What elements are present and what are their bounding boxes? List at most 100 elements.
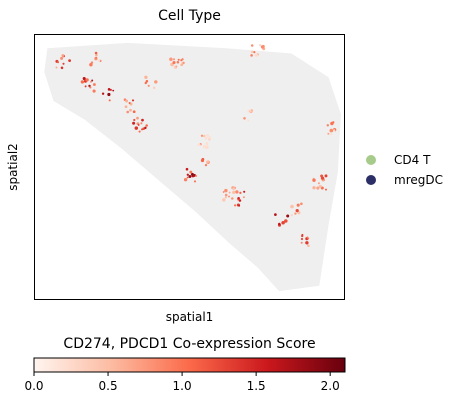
scatter-point [190, 172, 194, 176]
scatter-point [329, 128, 334, 133]
scatter-point [295, 208, 299, 213]
scatter-point [82, 76, 86, 81]
scatter-point [129, 108, 132, 112]
scatter-point [193, 180, 197, 183]
scatter-point [169, 57, 173, 62]
scatter-point [250, 54, 253, 57]
scatter-point [290, 204, 294, 209]
scatter-point [320, 174, 324, 178]
scatter-point [131, 99, 135, 102]
legend: CD4 T mregDC [366, 150, 443, 190]
scatter-point [318, 184, 322, 188]
scatter-point [237, 196, 240, 200]
colorbar-tick-label: 0.5 [99, 379, 118, 393]
scatter-point [296, 203, 300, 207]
scatter-point [238, 199, 242, 202]
scatter-point [274, 213, 277, 216]
scatter-point [327, 132, 330, 135]
scatter-point [312, 178, 316, 182]
scatter-point [177, 58, 180, 61]
scatter-point [286, 214, 290, 218]
scatter-point [186, 173, 189, 176]
scatter-point [95, 53, 98, 57]
scatter-point [141, 118, 144, 122]
scatter-point [147, 84, 150, 87]
legend-label-mregdc: mregDC [394, 173, 443, 187]
scatter-point [232, 187, 236, 191]
legend-item-cd4t: CD4 T [366, 150, 443, 170]
scatter-point [152, 86, 156, 90]
scatter-point [228, 191, 231, 194]
scatter-point [247, 109, 251, 113]
scatter-point [200, 134, 204, 137]
scatter-point [181, 58, 184, 61]
scatter-point [124, 105, 128, 109]
scatter-point [98, 59, 101, 62]
scatter-point [108, 99, 111, 102]
scatter-point [172, 58, 176, 61]
scatter-point [222, 191, 225, 193]
legend-label-cd4t: CD4 T [394, 153, 431, 167]
scatter-point [305, 241, 309, 245]
scatter-point [300, 241, 303, 244]
scatter-point [94, 56, 98, 60]
scatter-point [145, 124, 148, 127]
scatter-point [204, 163, 208, 167]
scatter-point [294, 212, 297, 215]
scatter-point [144, 81, 148, 85]
scatter-point [180, 63, 184, 67]
scatter-point [324, 174, 328, 178]
scatter-point [222, 198, 226, 202]
scatter-point [125, 99, 129, 103]
scatter-point [140, 122, 143, 125]
tissue-region [44, 42, 341, 292]
scatter-point [132, 110, 136, 114]
scatter-point [330, 133, 333, 136]
scatter-point [228, 195, 230, 198]
scatter-point [301, 233, 304, 236]
scatter-point [200, 158, 205, 163]
scatter-point [330, 121, 334, 126]
scatter-point [317, 182, 320, 185]
scatter-point [205, 141, 209, 146]
scatter-point [92, 83, 96, 86]
scatter-point [250, 50, 254, 54]
scatter-point [224, 196, 227, 199]
scatter-point [239, 191, 242, 195]
scatter-point [202, 145, 207, 149]
scatter-point [134, 126, 139, 130]
scatter-point [325, 188, 327, 191]
spatial-plot-area [34, 34, 345, 300]
scatter-point [224, 188, 228, 193]
colorbar-tick-label: 2.0 [321, 379, 340, 393]
scatter-point [55, 66, 58, 69]
scatter-point [197, 144, 200, 147]
scatter-point [144, 75, 148, 79]
scatter-point [235, 190, 239, 194]
scatter-point [128, 102, 131, 104]
scatter-point [61, 54, 65, 57]
scatter-point [243, 116, 246, 120]
scatter-point [91, 79, 94, 82]
legend-item-mregdc: mregDC [366, 170, 443, 190]
scatter-point [262, 44, 265, 48]
scatter-point [107, 88, 111, 91]
scatter-point [62, 62, 65, 65]
scatter-point [300, 202, 303, 206]
scatter-point [133, 118, 136, 122]
scatter-point [107, 92, 111, 97]
scatter-point [109, 88, 112, 91]
x-axis-label: spatial1 [165, 310, 214, 324]
scatter-point [278, 222, 281, 226]
scatter-point [300, 237, 304, 241]
scatter-point [238, 204, 241, 207]
scatter-point [195, 174, 198, 177]
scatter-point [172, 61, 176, 65]
scatter-point [80, 80, 85, 84]
spatial-scatter-svg [44, 42, 341, 292]
scatter-point [136, 116, 139, 120]
scatter-point [332, 129, 336, 132]
scatter-point [185, 167, 189, 171]
scatter-point [254, 53, 258, 57]
scatter-point [242, 196, 245, 199]
